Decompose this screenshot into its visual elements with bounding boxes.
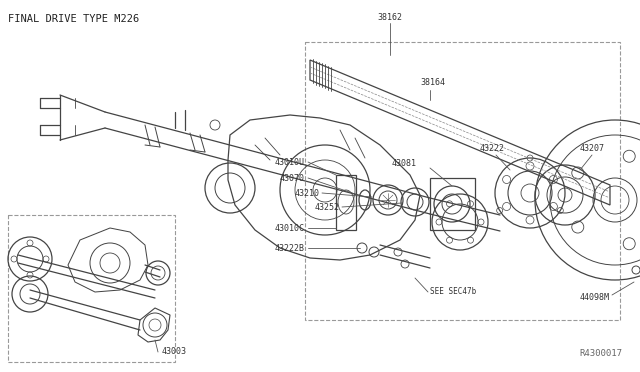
Text: 43207: 43207 — [580, 144, 605, 153]
Text: 38164: 38164 — [420, 78, 445, 87]
Text: 43081: 43081 — [392, 158, 417, 167]
Text: 43003: 43003 — [162, 347, 187, 356]
Text: 43222: 43222 — [480, 144, 505, 153]
Text: 44098M: 44098M — [580, 294, 610, 302]
Text: 43222B: 43222B — [275, 244, 305, 253]
Bar — [305, 42, 620, 320]
Text: 43070: 43070 — [280, 173, 305, 183]
Text: FINAL DRIVE TYPE M226: FINAL DRIVE TYPE M226 — [8, 14, 140, 24]
Text: 43010U: 43010U — [275, 157, 305, 167]
Bar — [8, 215, 175, 362]
Text: R4300017: R4300017 — [579, 349, 622, 358]
Text: 43252: 43252 — [315, 202, 340, 212]
Text: 43210: 43210 — [295, 189, 320, 198]
Text: 38162: 38162 — [378, 13, 403, 22]
Text: 43010C: 43010C — [275, 224, 305, 232]
Text: SEE SEC47b: SEE SEC47b — [430, 288, 476, 296]
